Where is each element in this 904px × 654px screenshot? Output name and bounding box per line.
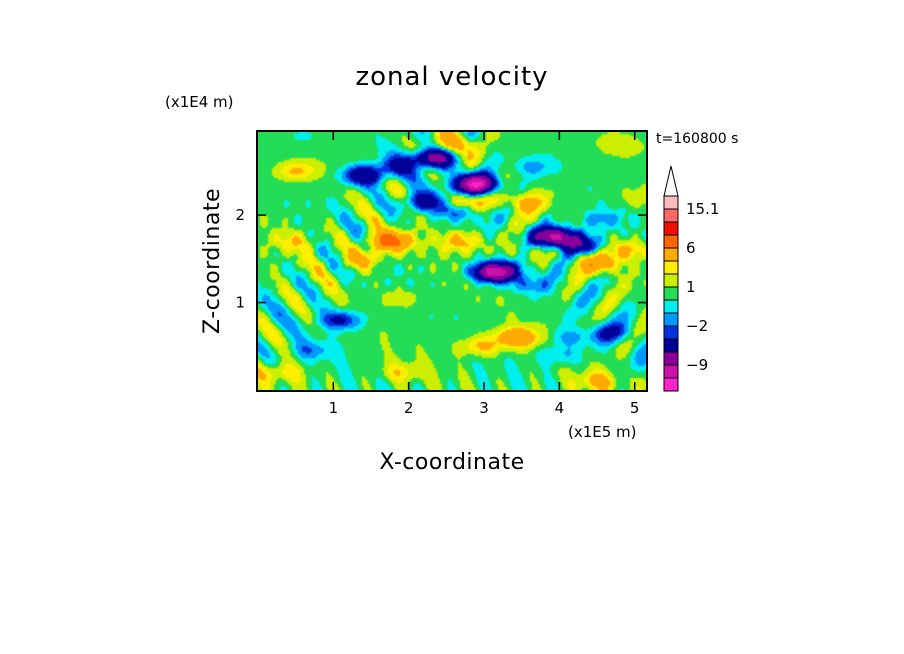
colorbar-label: −2 [686,317,708,335]
colorbar-label: 15.1 [686,200,719,218]
colorbar-segment [663,377,679,392]
colorbar-segment [663,260,679,275]
colorbar-label: 6 [686,239,696,257]
x-unit-label: (x1E5 m) [568,423,637,441]
x-tick-label: 3 [479,399,489,417]
x-tick-label: 1 [329,399,339,417]
x-tick-label: 5 [630,399,640,417]
colorbar [663,165,679,392]
colorbar-segment [663,247,679,262]
x-axis-ticks: 1 2 3 4 5 [329,132,640,417]
colorbar-segment [663,273,679,288]
y-axis-title: Z-coordinate [200,188,225,334]
y-axis-ticks: 12 [235,206,646,312]
colorbar-segment [663,312,679,327]
colorbar-segment [663,338,679,353]
time-label: t=160800 s [656,131,738,147]
x-axis-title: X-coordinate [379,450,524,475]
velocity-field [258,132,646,390]
colorbar-segment [663,299,679,314]
colorbar-max-arrow [663,165,679,197]
x-tick-label: 4 [555,399,565,417]
plot-frame [256,130,648,392]
chart-title: zonal velocity [355,62,548,92]
y-unit-label: (x1E4 m) [165,93,234,111]
x-tick-label: 2 [404,399,414,417]
colorbar-segment [663,351,679,366]
plot-area [258,132,646,390]
colorbar-segment [663,208,679,223]
y-tick-label: 2 [235,206,245,224]
colorbar-segment [663,195,679,210]
colorbar-label: −9 [686,356,708,374]
colorbar-segment [663,234,679,249]
y-tick-label: 1 [235,294,245,312]
colorbar-segment [663,325,679,340]
colorbar-segment [663,221,679,236]
colorbar-labels: 15.1 6 1 −2 −9 [686,200,719,374]
colorbar-segment [663,286,679,301]
colorbar-label: 1 [686,278,696,296]
colorbar-segment [663,364,679,379]
